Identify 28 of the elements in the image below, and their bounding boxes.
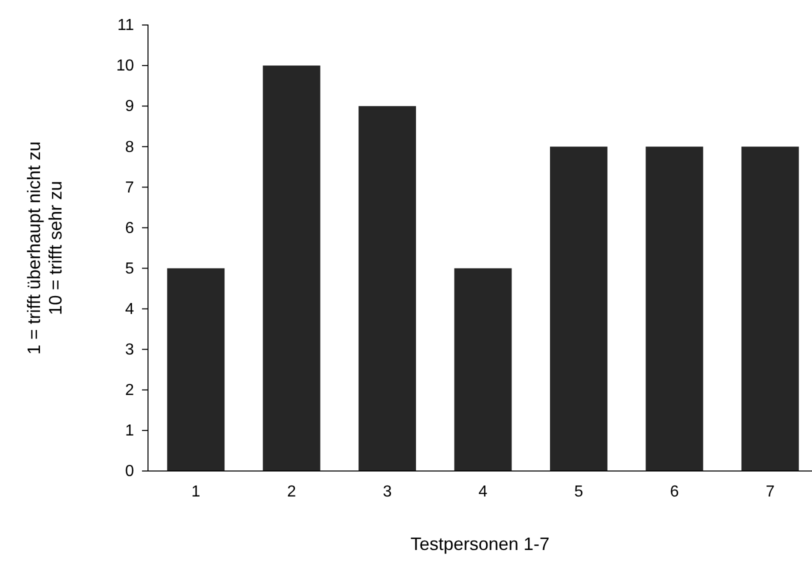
x-tick-label: 5 bbox=[574, 483, 584, 500]
bar bbox=[167, 268, 225, 471]
bar bbox=[358, 106, 416, 471]
bar bbox=[550, 146, 608, 471]
x-tick-label: 1 bbox=[191, 483, 200, 500]
bar bbox=[646, 146, 704, 471]
y-tick-label: 8 bbox=[125, 138, 134, 156]
x-tick-label: 6 bbox=[670, 483, 679, 500]
y-tick-label: 3 bbox=[125, 341, 134, 358]
y-tick-label: 1 bbox=[125, 422, 134, 440]
x-tick-label: 3 bbox=[382, 483, 392, 500]
bar bbox=[741, 146, 799, 471]
y-tick-label: 2 bbox=[125, 382, 134, 400]
y-tick-label: 4 bbox=[125, 300, 134, 318]
y-tick-label: 5 bbox=[125, 260, 134, 278]
bar bbox=[454, 268, 512, 471]
y-tick-label: 11 bbox=[117, 17, 134, 34]
y-axis-title: 1 = trifft überhaupt nicht zu 10 = trifft sehr zu bbox=[24, 141, 66, 355]
y-tick-label: 0 bbox=[125, 463, 134, 480]
y-tick-label: 9 bbox=[125, 98, 134, 116]
y-tick-label: 6 bbox=[125, 220, 134, 237]
x-tick-label: 2 bbox=[287, 483, 296, 500]
y-tick-label: 7 bbox=[125, 179, 134, 196]
x-tick-label: 4 bbox=[478, 483, 488, 500]
y-tick-label: 10 bbox=[116, 58, 134, 75]
x-tick-label: 7 bbox=[766, 483, 775, 500]
x-axis-title: Testpersonen 1-7 bbox=[410, 534, 550, 554]
bar bbox=[262, 66, 320, 471]
